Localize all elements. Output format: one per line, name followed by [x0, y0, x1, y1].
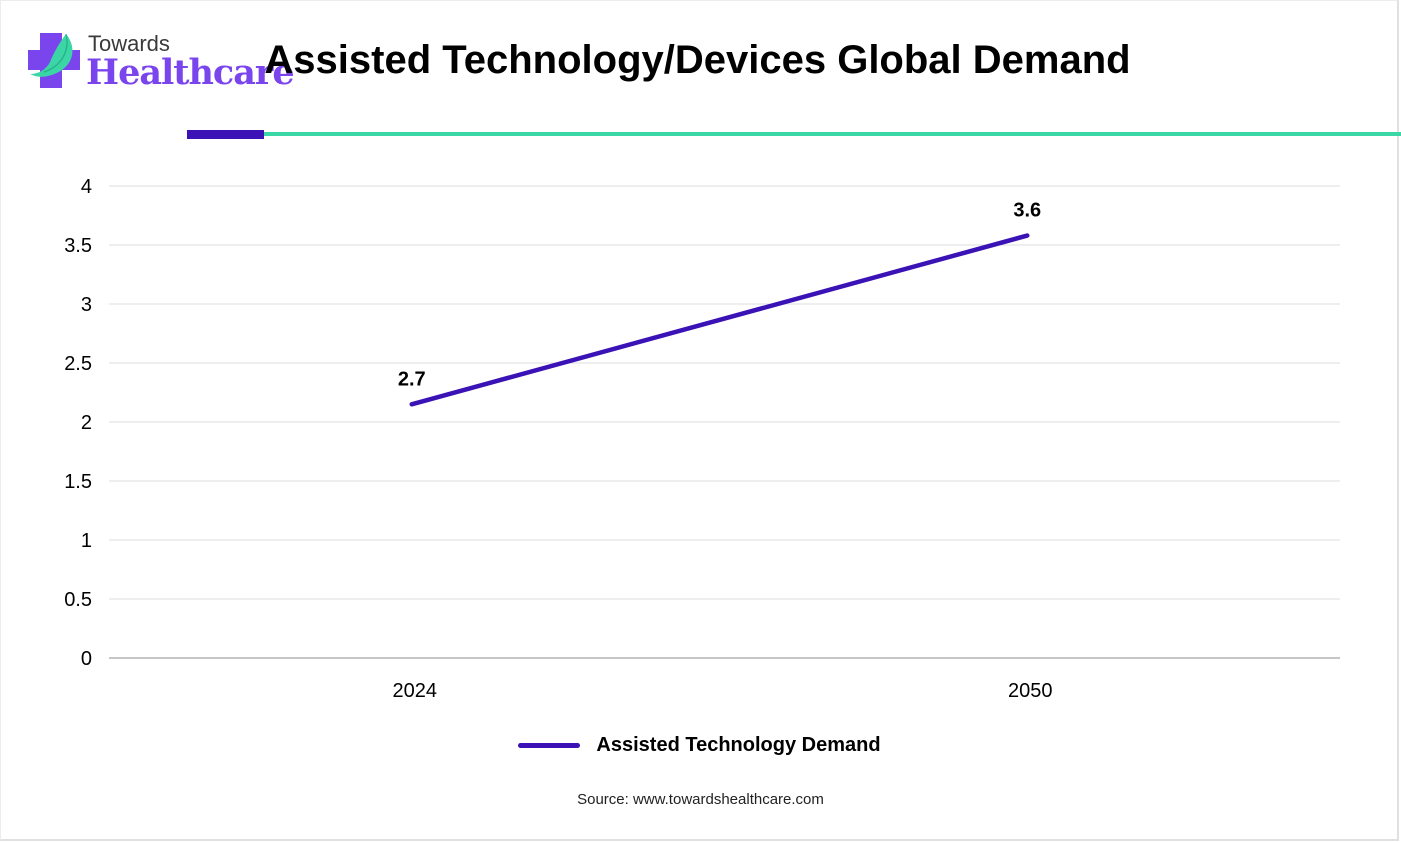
y-tick-label: 4: [81, 176, 92, 198]
medical-cross-leaf-icon: [28, 33, 80, 88]
data-labels: 2.7 3.6: [398, 200, 1041, 391]
y-tick-label: 1: [81, 530, 92, 552]
chart-title-container: Assisted Technology/Devices Global Deman…: [0, 38, 1401, 83]
brand-name-top: Towards: [88, 31, 170, 56]
gridlines: [109, 185, 1340, 659]
data-label: 2.7: [398, 368, 426, 390]
chart-title: Assisted Technology/Devices Global Deman…: [264, 38, 1131, 82]
data-label: 3.6: [1013, 200, 1041, 222]
legend-swatch-assisted-technology-demand: [518, 743, 581, 748]
x-axis-ticks: 2024 2050: [393, 680, 1053, 702]
y-tick-label: 0.5: [64, 589, 92, 611]
y-axis-ticks: 0 0.5 1 1.5 2 2.5 3 3.5 4: [64, 176, 92, 670]
y-tick-label: 1.5: [64, 471, 92, 493]
x-tick-label: 2050: [1008, 680, 1053, 702]
series-lines: [409, 233, 1030, 407]
source-note: Source: www.towardshealthcare.com: [577, 791, 824, 808]
brand-name-main: Healthcare: [86, 52, 295, 93]
series-line: [409, 233, 1030, 407]
y-tick-label: 2: [81, 412, 92, 434]
title-divider-line: [264, 132, 1401, 136]
title-accent-bar: [187, 130, 264, 139]
x-tick-label: 2024: [393, 680, 438, 702]
y-tick-label: 2.5: [64, 353, 92, 375]
brand-logo: Towards Healthcare: [26, 30, 295, 100]
y-tick-label: 0: [81, 648, 92, 670]
legend-label: Assisted Technology Demand: [596, 734, 881, 756]
y-tick-label: 3.5: [64, 235, 92, 257]
legend: Assisted Technology Demand: [0, 734, 1401, 757]
y-tick-label: 3: [81, 294, 92, 316]
